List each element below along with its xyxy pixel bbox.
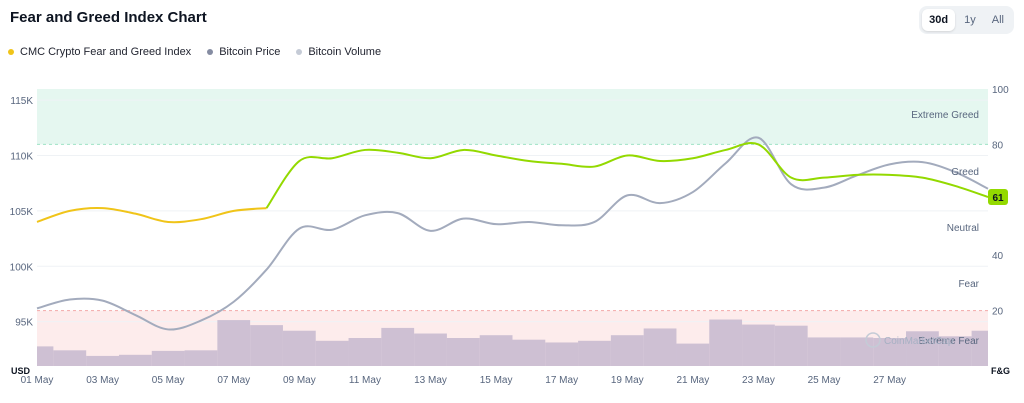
fear-greed-line-greed bbox=[265, 141, 989, 209]
x-tick-label: 19 May bbox=[611, 375, 644, 386]
volume-bar bbox=[184, 350, 218, 366]
right-axis-unit: F&G bbox=[991, 366, 1010, 376]
zone-label: Extreme Fear bbox=[918, 336, 979, 347]
legend-item-fear-greed[interactable]: CMC Crypto Fear and Greed Index bbox=[8, 46, 191, 58]
x-tick-label: 15 May bbox=[480, 375, 513, 386]
x-tick-label: 23 May bbox=[742, 375, 775, 386]
volume-bar bbox=[118, 354, 152, 366]
y-tick-right: 40 bbox=[992, 251, 1004, 262]
legend-item-bitcoin-volume[interactable]: Bitcoin Volume bbox=[296, 46, 381, 58]
volume-bar bbox=[643, 328, 677, 366]
legend-dot-icon bbox=[296, 49, 303, 55]
zone-label: Extreme Greed bbox=[911, 110, 979, 121]
volume-bar bbox=[676, 343, 710, 366]
volume-bar bbox=[807, 337, 841, 366]
legend-dot-icon bbox=[8, 49, 14, 55]
watermark-text: CoinMarketCap bbox=[884, 336, 954, 347]
volume-bar bbox=[348, 338, 382, 366]
y-tick-right: 100 bbox=[992, 85, 1009, 96]
y-tick-left: 95K bbox=[15, 318, 33, 329]
volume-bar bbox=[217, 320, 251, 366]
x-tick-label: 07 May bbox=[217, 375, 250, 386]
volume-bar bbox=[381, 327, 415, 366]
volume-bar bbox=[512, 339, 546, 366]
volume-bar bbox=[250, 325, 283, 366]
volume-bar bbox=[610, 335, 644, 366]
y-tick-right: 80 bbox=[992, 140, 1004, 151]
y-tick-right: 20 bbox=[992, 307, 1004, 318]
zone-label: Neutral bbox=[947, 223, 979, 234]
x-tick-label: 11 May bbox=[349, 375, 381, 386]
volume-bar bbox=[774, 325, 808, 366]
y-tick-left: 115K bbox=[10, 96, 33, 107]
volume-bar bbox=[840, 337, 874, 366]
left-axis-unit: USD bbox=[11, 366, 31, 376]
legend-label: Bitcoin Volume bbox=[308, 46, 382, 58]
volume-bar bbox=[906, 331, 939, 366]
zone-label: Greed bbox=[951, 167, 979, 178]
volume-bar bbox=[37, 346, 54, 366]
zone-band-extreme-greed bbox=[37, 89, 988, 145]
volume-bar bbox=[971, 330, 988, 366]
legend-label: Bitcoin Price bbox=[219, 46, 281, 58]
volume-bar bbox=[742, 324, 775, 366]
x-tick-label: 05 May bbox=[152, 375, 185, 386]
volume-bar bbox=[479, 335, 513, 366]
y-tick-left: 110K bbox=[10, 151, 33, 162]
legend-label: CMC Crypto Fear and Greed Index bbox=[20, 46, 192, 58]
time-range-toggle: 30d 1y All bbox=[919, 6, 1014, 34]
x-tick-label: 13 May bbox=[414, 375, 447, 386]
coinmarketcap-logo-icon bbox=[865, 332, 881, 348]
x-tick-label: 21 May bbox=[676, 375, 709, 386]
legend-dot-icon bbox=[207, 49, 214, 55]
chart-title: Fear and Greed Index Chart bbox=[10, 9, 207, 26]
x-tick-label: 27 May bbox=[873, 375, 906, 386]
volume-bar bbox=[53, 350, 87, 366]
x-tick-label: 17 May bbox=[545, 375, 578, 386]
range-button-all[interactable]: All bbox=[991, 14, 1004, 26]
x-tick-label: 09 May bbox=[283, 375, 316, 386]
range-button-1y[interactable]: 1y bbox=[964, 14, 976, 26]
volume-bar bbox=[315, 340, 349, 366]
current-value-badge bbox=[988, 189, 1008, 206]
x-tick-label: 01 May bbox=[21, 375, 54, 386]
range-button-30d[interactable]: 30d bbox=[922, 9, 956, 31]
fear-greed-line-neutral bbox=[36, 207, 267, 224]
y-tick-left: 105K bbox=[10, 207, 34, 218]
volume-bar bbox=[151, 350, 185, 366]
volume-bar bbox=[446, 338, 480, 366]
volume-bar bbox=[545, 342, 579, 366]
volume-bar bbox=[578, 340, 611, 366]
volume-bar bbox=[414, 333, 447, 366]
volume-bar bbox=[86, 355, 119, 366]
volume-bar bbox=[938, 336, 972, 366]
chart-legend: CMC Crypto Fear and Greed Index Bitcoin … bbox=[8, 46, 381, 58]
volume-bar bbox=[709, 319, 743, 366]
x-tick-label: 25 May bbox=[808, 375, 841, 386]
zone-label: Fear bbox=[958, 279, 979, 290]
legend-item-bitcoin-price[interactable]: Bitcoin Price bbox=[207, 46, 280, 58]
y-tick-left: 100K bbox=[10, 262, 34, 273]
bitcoin-price-line bbox=[36, 136, 989, 331]
volume-bar bbox=[282, 330, 316, 366]
current-value-text: 61 bbox=[992, 193, 1004, 204]
x-tick-label: 03 May bbox=[86, 375, 119, 386]
